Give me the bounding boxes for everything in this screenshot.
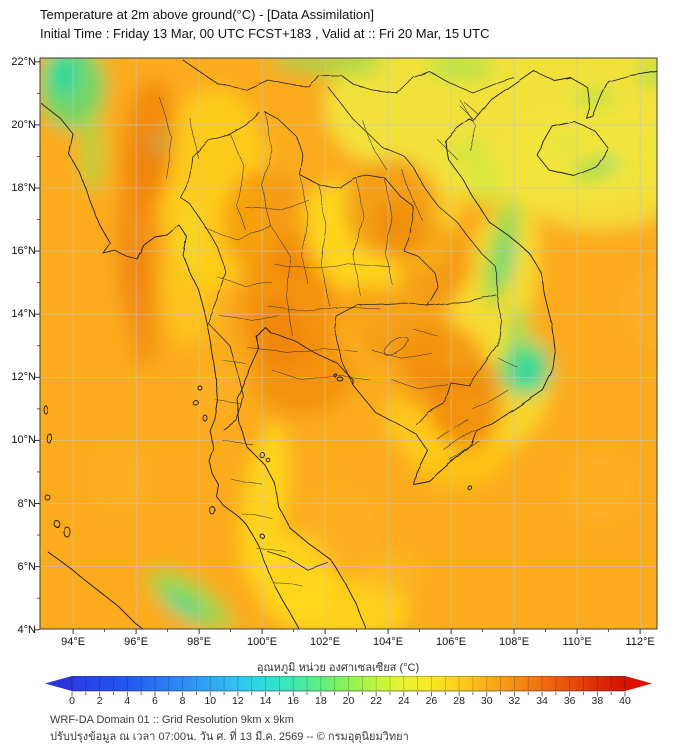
- colorbar-label: อุณหภูมิ หน่วย องศาเซลเซียส (°C): [256, 662, 420, 674]
- colorbar-tick-label: 2: [96, 695, 103, 707]
- lat-tick-label: 8°N: [17, 497, 36, 510]
- lon-tick-label: 110°E: [562, 636, 592, 648]
- lat-tick-label: 16°N: [11, 245, 36, 258]
- colorbar-arrow-right: [625, 676, 652, 691]
- lon-tick-label: 112°E: [625, 636, 655, 648]
- colorbar-tick-label: 38: [591, 695, 604, 707]
- colorbar: [45, 676, 652, 697]
- colorbar-tick-label: 20: [342, 695, 355, 707]
- colorbar-cell-lines: [71, 676, 626, 697]
- page-title: Temperature at 2m above ground(°C) - [Da…: [40, 7, 374, 22]
- colorbar-tick-label: 32: [508, 695, 521, 707]
- page-subtitle: Initial Time : Friday 13 Mar, 00 UTC FCS…: [40, 26, 490, 41]
- colorbar-tick-label: 28: [453, 695, 465, 707]
- lat-tick-label: 10°N: [11, 434, 36, 447]
- lon-tick-label: 106°E: [436, 636, 467, 648]
- footer-domain-info: WRF-DA Domain 01 :: Grid Resolution 9km …: [50, 714, 294, 726]
- map-figure: 22°N 20°N 18°N 16°N 14°N 12°N 10°N 8°N 6°N 4°N 94°…: [11, 55, 658, 648]
- colorbar-tick-label: 14: [259, 695, 272, 707]
- lon-tick-label: 100°E: [247, 636, 278, 648]
- coastlines: [40, 70, 657, 629]
- colorbar-tick-label: 16: [287, 695, 300, 707]
- colorbar-tick-label: 40: [619, 695, 631, 707]
- header: Temperature at 2m above ground(°C) - [Da…: [40, 5, 490, 43]
- colorbar-tick-label: 4: [124, 695, 131, 707]
- lon-tick-label: 104°E: [373, 636, 404, 648]
- temperature-map: [35, 57, 658, 634]
- lon-tick-label: 108°E: [499, 636, 530, 648]
- colorbar-tick-label: 6: [152, 695, 158, 707]
- boundaries: [40, 59, 657, 629]
- province-borders: [159, 97, 517, 587]
- country-borders: [179, 59, 515, 571]
- colorbar-tick-label: 8: [179, 695, 186, 707]
- footer-update-info: ปรับปรุงข้อมูล ณ เวลา 07:00น. วัน ศ. ที่…: [50, 731, 409, 743]
- lat-tick-label: 18°N: [11, 182, 36, 194]
- colorbar-tick-label: 34: [536, 695, 548, 707]
- colorbar-arrow-left: [45, 676, 72, 691]
- lon-tick-label: 96°E: [124, 636, 149, 648]
- colorbar-tick-label: 12: [232, 695, 244, 707]
- footer: WRF-DA Domain 01 :: Grid Resolution 9km …: [50, 712, 409, 746]
- temperature-field: [40, 58, 657, 629]
- colorbar-tick-label: 30: [480, 695, 493, 707]
- lon-tick-label: 102°E: [310, 636, 341, 648]
- lat-tick-label: 4°N: [17, 623, 36, 636]
- colorbar-gradient-bar: [71, 676, 626, 692]
- colorbar-tick-labels: 0 2 4 6 8 10 12 14 16 18 20 22 24 26 28 30 32 34 36 38 40: [0, 695, 676, 708]
- colorbar-tick-label: 0: [69, 695, 75, 707]
- colorbar-tick-label: 36: [563, 695, 576, 707]
- lat-tick-label: 12°N: [11, 371, 36, 384]
- lon-tick-label: 94°E: [61, 636, 86, 648]
- colorbar-tick-label: 22: [370, 695, 382, 707]
- colorbar-tick-label: 18: [315, 695, 327, 707]
- colorbar-tick-label: 24: [397, 695, 410, 707]
- lat-tick-label: 20°N: [11, 118, 36, 131]
- colorbar-tick-label: 26: [425, 695, 438, 707]
- lat-tick-label: 14°N: [11, 308, 36, 321]
- colorbar-tick-label: 10: [204, 695, 217, 707]
- map-frame: [39, 57, 658, 630]
- lon-tick-label: 98°E: [187, 636, 212, 648]
- lat-tick-label: 6°N: [17, 560, 36, 573]
- lat-tick-label: 22°N: [11, 55, 36, 68]
